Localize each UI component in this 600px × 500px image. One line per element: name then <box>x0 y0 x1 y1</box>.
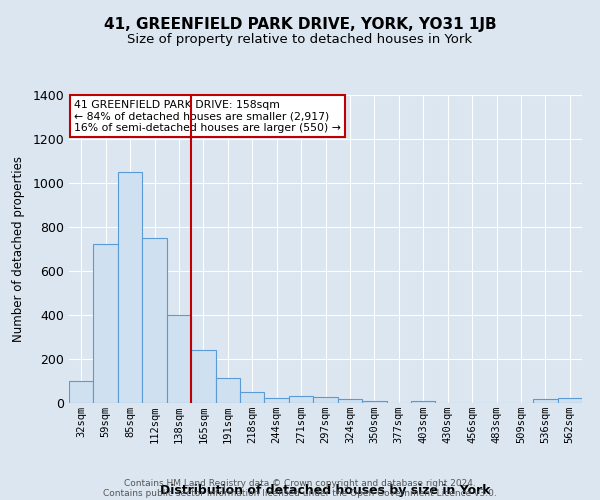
Text: 41 GREENFIELD PARK DRIVE: 158sqm
← 84% of detached houses are smaller (2,917)
16: 41 GREENFIELD PARK DRIVE: 158sqm ← 84% o… <box>74 100 341 133</box>
Bar <box>142 238 167 402</box>
Bar <box>240 392 265 402</box>
Bar <box>338 399 362 402</box>
Bar <box>191 350 215 403</box>
Bar <box>557 398 582 402</box>
Bar <box>313 397 338 402</box>
Bar <box>167 314 191 402</box>
Bar <box>215 378 240 402</box>
Bar <box>289 396 313 402</box>
Bar <box>69 380 94 402</box>
Bar <box>265 398 289 402</box>
X-axis label: Distribution of detached houses by size in York: Distribution of detached houses by size … <box>160 484 491 498</box>
Bar <box>94 244 118 402</box>
Text: Contains HM Land Registry data © Crown copyright and database right 2024.: Contains HM Land Registry data © Crown c… <box>124 478 476 488</box>
Text: Size of property relative to detached houses in York: Size of property relative to detached ho… <box>127 32 473 46</box>
Bar <box>533 399 557 402</box>
Text: 41, GREENFIELD PARK DRIVE, YORK, YO31 1JB: 41, GREENFIELD PARK DRIVE, YORK, YO31 1J… <box>104 18 496 32</box>
Bar <box>118 172 142 402</box>
Y-axis label: Number of detached properties: Number of detached properties <box>13 156 25 342</box>
Text: Contains public sector information licensed under the Open Government Licence v3: Contains public sector information licen… <box>103 488 497 498</box>
